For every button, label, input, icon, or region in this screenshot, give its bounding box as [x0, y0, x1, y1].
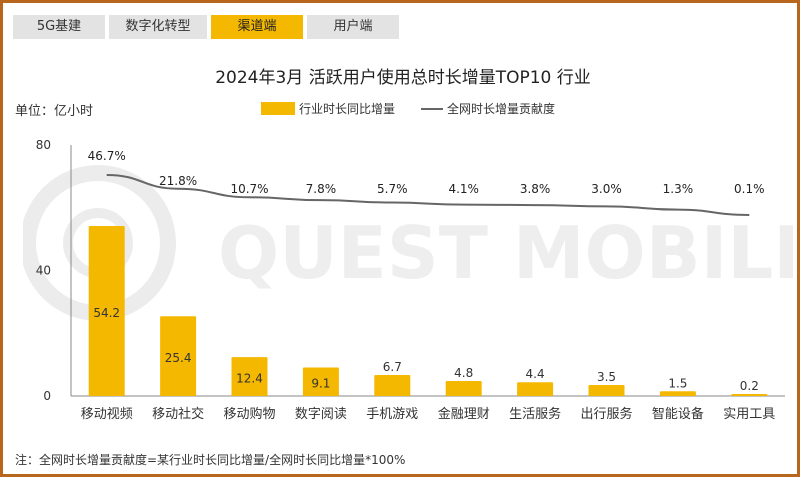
bar [302, 367, 339, 396]
footnote: 注：全网时长增量贡献度=某行业时长同比增量/全网时长同比增量*100% [15, 453, 406, 467]
tab-bar: 5G基建 数字化转型 渠道端 用户端 [13, 15, 399, 39]
y-tick-label: 40 [36, 264, 51, 278]
x-tick-label: 金融理财 [438, 406, 490, 422]
bar-value-label: 25.4 [165, 351, 192, 365]
bar [731, 394, 768, 396]
bar-line-chart: 0 40 80 54.2 移动视频 25.4 移动社交 12.4 移动购物 9.1 数字阅读 6.7 手… [36, 138, 785, 422]
x-tick-label: 生活服务 [509, 406, 561, 422]
contribution-label: 4.1% [448, 182, 479, 196]
bar-value-label: 3.5 [597, 370, 616, 384]
contribution-label: 7.8% [306, 182, 337, 196]
bar [659, 391, 696, 396]
x-tick-label: 出行服务 [580, 406, 632, 422]
watermark-logo: QUEST MOBILE [23, 165, 793, 321]
x-tick-label: 移动视频 [81, 407, 133, 422]
contribution-label: 5.7% [377, 182, 408, 196]
legend-bar-swatch [261, 102, 295, 115]
y-tick-label: 80 [36, 138, 51, 152]
bar-value-label: 12.4 [236, 372, 263, 386]
tab-user[interactable]: 用户端 [307, 15, 399, 39]
bar [160, 316, 197, 396]
contribution-label: 3.0% [591, 182, 622, 196]
x-tick-label: 移动社交 [152, 406, 204, 422]
legend: 行业时长同比增量 全网时长增量贡献度 [261, 100, 555, 117]
x-tick-label: 移动购物 [223, 406, 275, 422]
contribution-label: 0.1% [734, 182, 765, 196]
x-tick-label: 智能设备 [652, 406, 704, 422]
bar [374, 374, 411, 396]
bar-value-label: 4.4 [526, 367, 545, 381]
x-tick-label: 手机游戏 [366, 407, 418, 422]
bar [231, 357, 268, 396]
svg-text:QUEST MOBILE: QUEST MOBILE [218, 211, 793, 295]
bar-value-label: 1.5 [668, 376, 687, 390]
bar-value-label: 54.2 [93, 306, 120, 320]
tab-5g-infra[interactable]: 5G基建 [13, 15, 105, 39]
contribution-label: 1.3% [663, 182, 694, 196]
contribution-line [106, 174, 750, 216]
legend-line-swatch [421, 107, 444, 110]
bar [517, 382, 554, 396]
y-tick-label: 0 [43, 389, 51, 403]
x-tick-label: 实用工具 [723, 407, 775, 422]
chart-title: 2024年3月 活跃用户使用总时长增量TOP10 行业 [215, 68, 591, 88]
legend-line-label: 全网时长增量贡献度 [447, 102, 556, 116]
contribution-label: 46.7% [88, 149, 126, 163]
bar [588, 385, 625, 396]
tab-digital-transformation[interactable]: 数字化转型 [109, 15, 207, 39]
legend-bar-label: 行业时长同比增量 [299, 102, 396, 116]
bar [88, 225, 125, 396]
bar [445, 380, 482, 396]
x-tick-label: 数字阅读 [295, 407, 347, 422]
contribution-label: 21.8% [159, 174, 197, 188]
bar-value-label: 9.1 [311, 377, 330, 391]
bar-value-label: 6.7 [383, 360, 402, 374]
bar-value-label: 4.8 [454, 366, 473, 380]
unit-label: 单位：亿小时 [15, 104, 94, 119]
contribution-label: 10.7% [230, 182, 268, 196]
bar-value-label: 0.2 [740, 379, 759, 393]
tab-channel[interactable]: 渠道端 [211, 15, 303, 39]
contribution-label: 3.8% [520, 182, 551, 196]
